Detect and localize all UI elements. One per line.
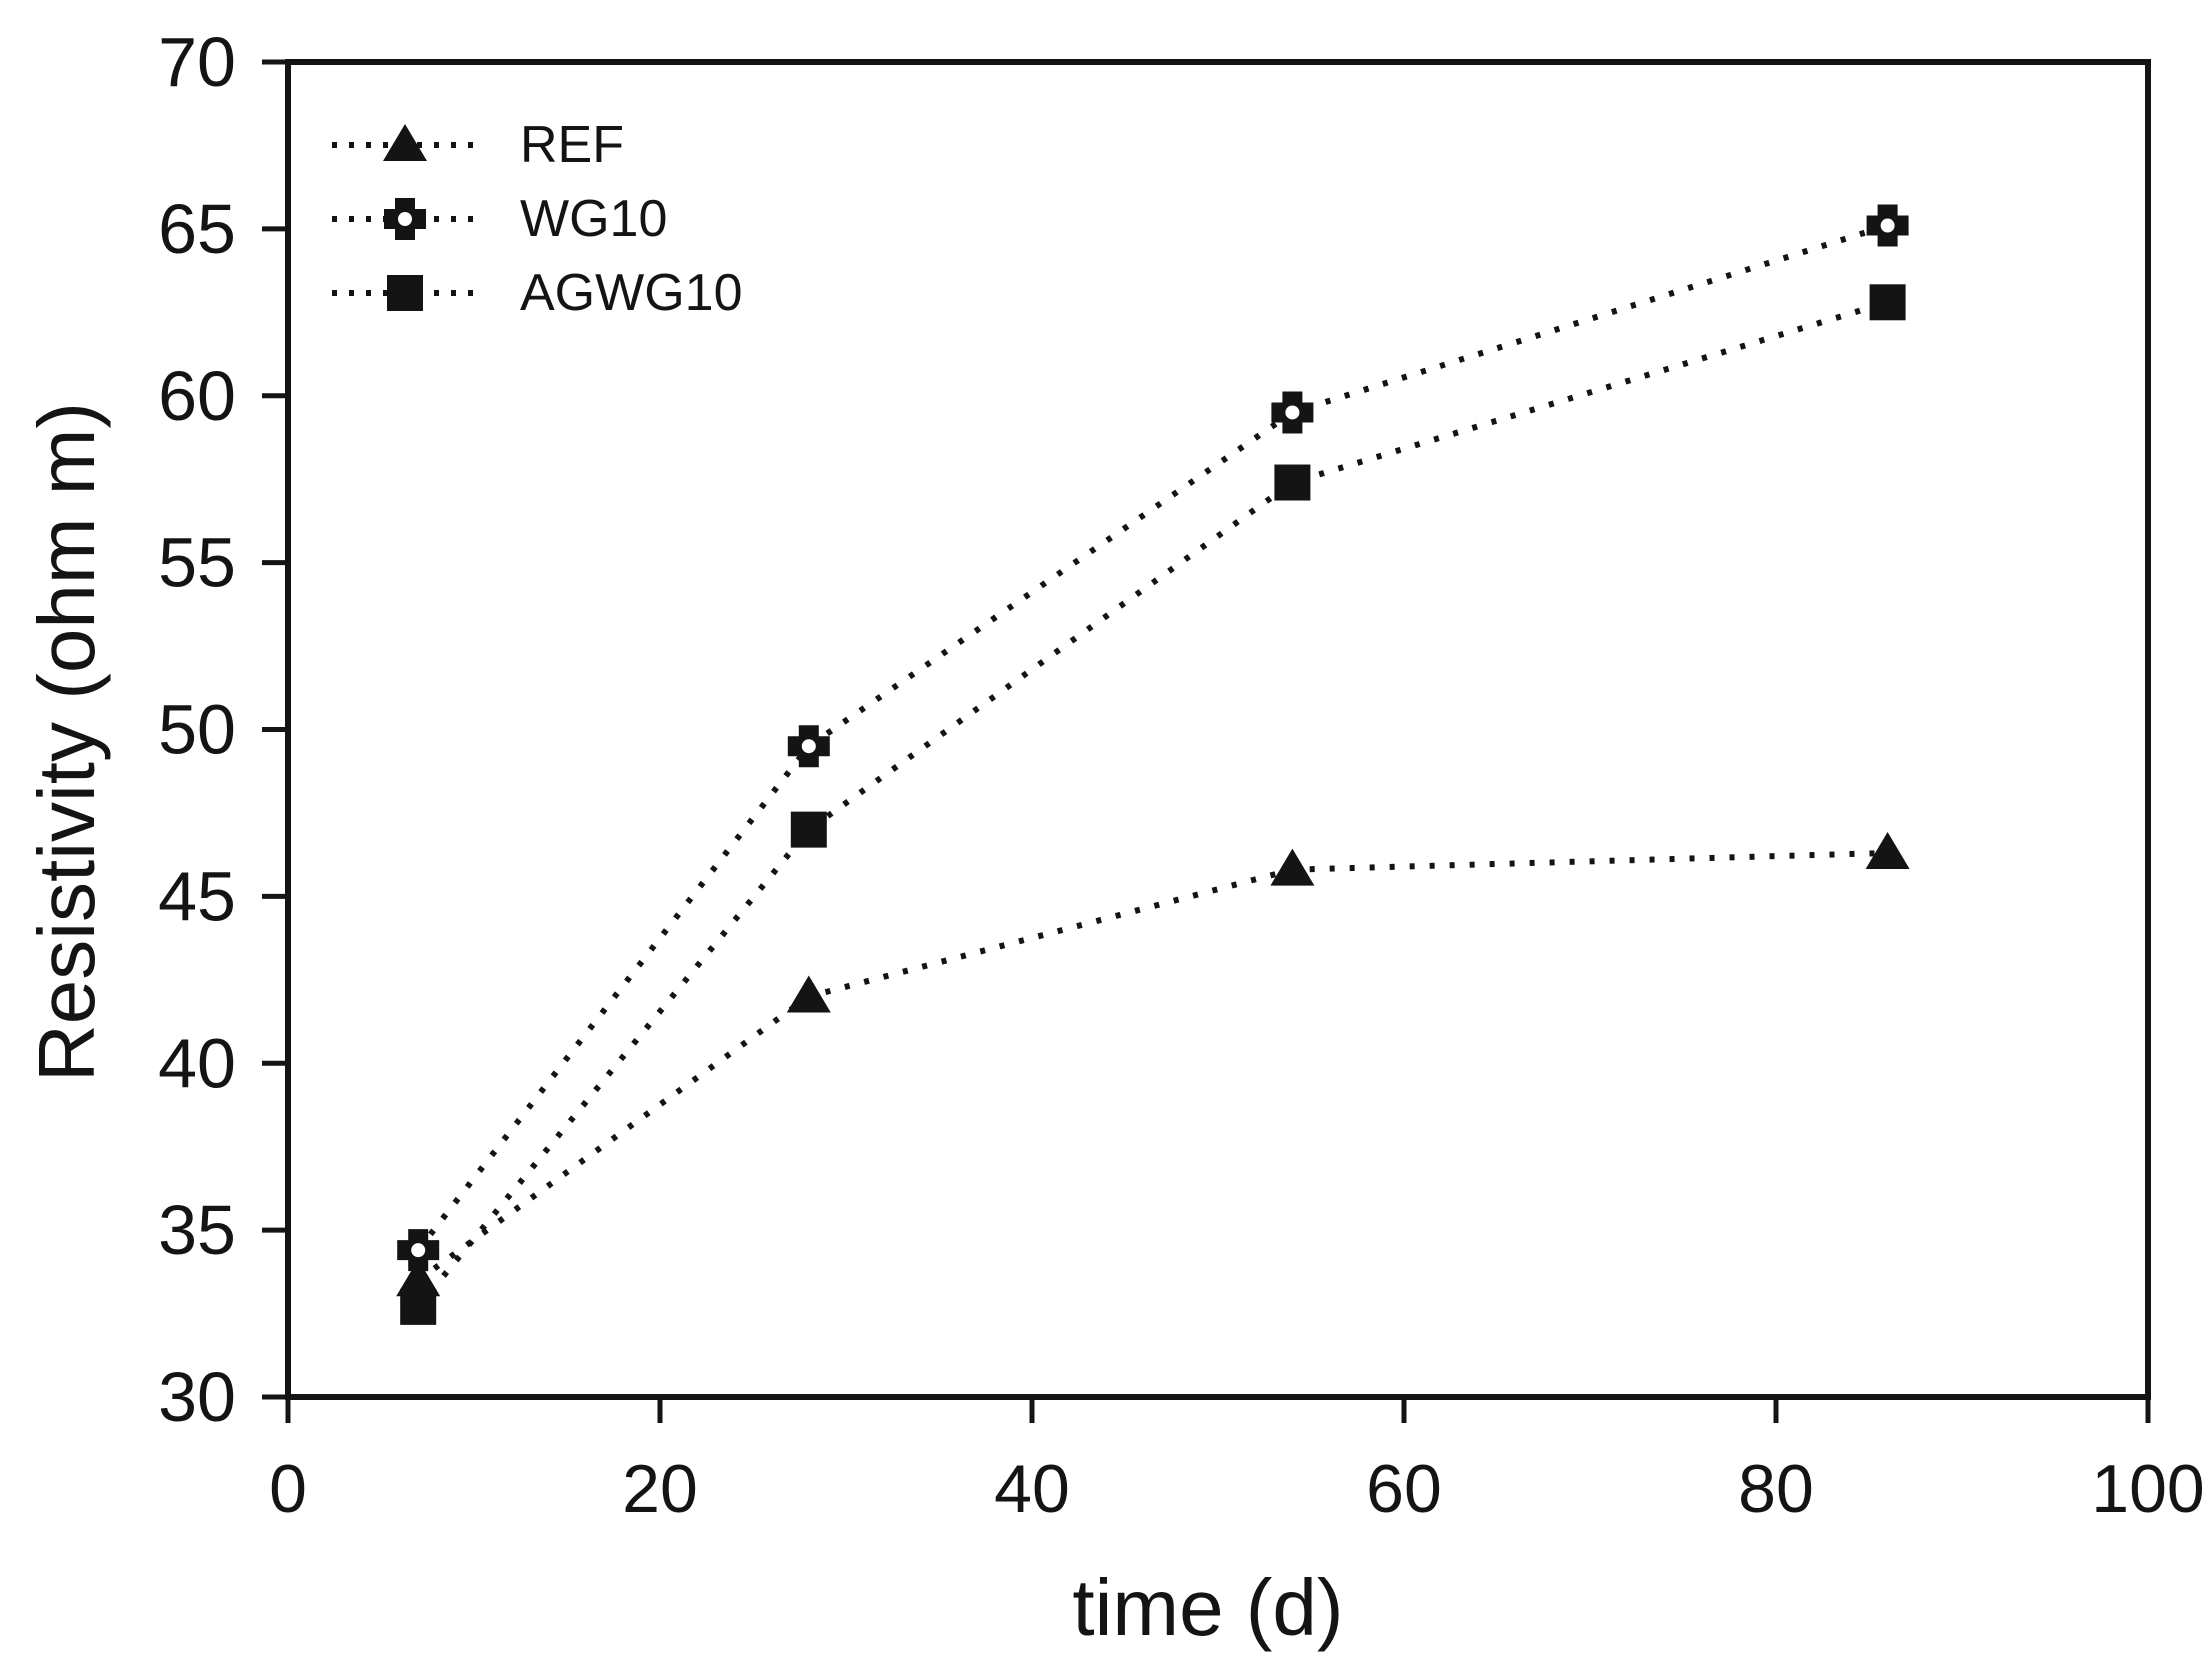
y-tick-label: 60 bbox=[158, 357, 236, 435]
x-tick-label: 80 bbox=[1738, 1451, 1814, 1527]
x-tick-label: 20 bbox=[622, 1451, 698, 1527]
triangle-marker bbox=[396, 1259, 441, 1297]
y-tick-label: 55 bbox=[158, 524, 236, 602]
y-tick-label: 30 bbox=[158, 1358, 236, 1436]
square-marker bbox=[387, 275, 423, 311]
legend: REF WG10 AGWG10 bbox=[330, 113, 743, 335]
y-axis-title: Resistivity (ohm m) bbox=[22, 401, 111, 1083]
x-tick-label: 0 bbox=[269, 1451, 307, 1527]
square-marker bbox=[1869, 284, 1906, 321]
x-tick-label: 40 bbox=[994, 1451, 1070, 1527]
cross-circle-hole bbox=[1880, 218, 1895, 233]
y-tick-label: 70 bbox=[158, 23, 236, 101]
cross-circle-hole bbox=[1285, 405, 1300, 420]
ref-marker-icon bbox=[332, 124, 478, 161]
square-marker bbox=[400, 1288, 437, 1325]
series-line-wg10 bbox=[415, 222, 1889, 1252]
cross-circle-hole bbox=[801, 739, 816, 754]
legend-item-ref: REF bbox=[330, 113, 743, 177]
wg10-marker-icon bbox=[332, 198, 478, 240]
legend-item-agwg10: AGWG10 bbox=[330, 261, 743, 325]
x-tick-label: 100 bbox=[2091, 1451, 2204, 1527]
triangle-marker bbox=[1270, 848, 1315, 886]
y-tick-label: 50 bbox=[158, 691, 236, 769]
cross-circle-hole bbox=[398, 212, 412, 226]
legend-label-agwg10: AGWG10 bbox=[520, 264, 743, 322]
y-tick-label: 65 bbox=[158, 190, 236, 268]
agwg10-marker-icon bbox=[332, 275, 478, 311]
square-marker bbox=[790, 811, 827, 848]
triangle-marker bbox=[383, 124, 427, 161]
x-tick-label: 60 bbox=[1366, 1451, 1442, 1527]
legend-label-wg10: WG10 bbox=[520, 190, 668, 248]
triangle-marker bbox=[786, 975, 831, 1013]
series-line-agwg10 bbox=[415, 299, 1889, 1309]
x-axis-title: time (d) bbox=[1072, 1563, 1344, 1652]
y-tick-label: 45 bbox=[158, 857, 236, 935]
series-line-ref bbox=[416, 849, 1888, 1283]
cross-circle-hole bbox=[411, 1243, 426, 1258]
legend-label-ref: REF bbox=[520, 116, 624, 174]
triangle-marker bbox=[1865, 831, 1910, 869]
square-marker bbox=[1274, 464, 1311, 501]
y-tick-label: 40 bbox=[158, 1024, 236, 1102]
y-tick-label: 35 bbox=[158, 1191, 236, 1269]
legend-item-wg10: WG10 bbox=[330, 187, 743, 251]
